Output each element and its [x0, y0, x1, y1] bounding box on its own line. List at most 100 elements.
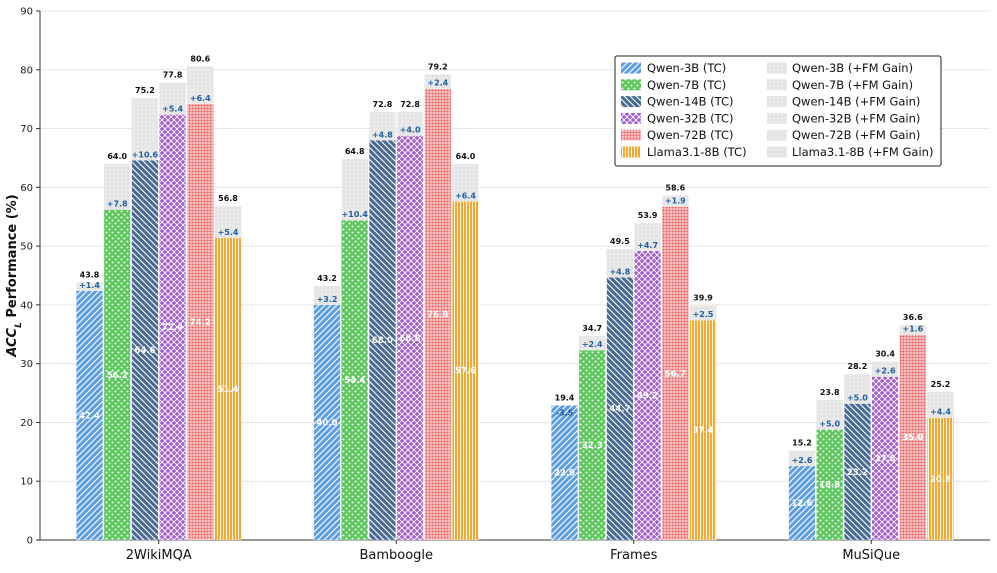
legend-swatch: [621, 62, 641, 74]
base-bar: [871, 376, 899, 541]
total-label: 64.0: [107, 152, 127, 161]
gain-label: +4.0: [400, 126, 421, 135]
legend-label: Qwen-72B (TC): [647, 128, 734, 142]
legend-swatch: [621, 112, 641, 124]
base-bar: [214, 237, 242, 541]
total-label: 64.8: [345, 147, 365, 156]
base-value-label: 40.0: [317, 418, 338, 428]
gain-label: +1.4: [79, 281, 100, 290]
gain-label: +4.7: [637, 241, 658, 250]
y-tick-label: 50: [20, 242, 33, 253]
base-bar: [634, 250, 661, 541]
y-tick-label: 0: [27, 536, 33, 547]
base-value-label: 42.4: [79, 411, 100, 421]
gain-label: +2.4: [582, 340, 603, 349]
base-bar: [76, 290, 103, 541]
base-bar: [159, 114, 187, 541]
base-bar: [424, 88, 452, 541]
legend-label: Llama3.1-8B (+FM Gain): [792, 145, 933, 159]
base-value-label: 37.4: [693, 426, 714, 436]
total-label: 39.9: [693, 293, 713, 302]
base-bar: [368, 140, 396, 541]
base-value-label: 54.4: [344, 376, 365, 386]
total-label: 25.2: [931, 380, 951, 389]
legend-swatch: [767, 62, 787, 74]
base-value-label: 23.2: [847, 468, 868, 478]
y-tick-label: 40: [20, 300, 33, 311]
base-value-label: 20.8: [930, 475, 951, 485]
legend-swatch: [767, 129, 787, 141]
total-label: 58.6: [665, 184, 685, 193]
base-bar: [606, 277, 634, 541]
base-value-label: 56.2: [107, 371, 128, 381]
y-tick-label: 60: [20, 183, 33, 194]
legend-label: Qwen-72B (+FM Gain): [792, 128, 920, 142]
gain-label: +4.4: [930, 408, 951, 417]
base-bar: [661, 206, 689, 541]
base-value-label: 18.8: [819, 481, 840, 491]
total-label: 77.8: [163, 71, 183, 80]
base-value-label: 56.7: [665, 369, 686, 379]
legend-label: Qwen-7B (+FM Gain): [792, 78, 913, 92]
legend-swatch: [621, 96, 641, 108]
gain-label: +10.6: [132, 150, 159, 159]
legend: Qwen-3B (TC) Qwen-3B (+FM Gain) Qwen-7B (T…: [614, 55, 942, 167]
base-bar: [689, 320, 717, 541]
total-label: 34.7: [582, 324, 602, 333]
gain-label: -3.5: [556, 408, 574, 417]
y-tick-label: 20: [20, 418, 33, 429]
legend-box: [614, 55, 942, 167]
base-bar: [816, 429, 844, 541]
x-tick-label: MuSiQue: [842, 548, 900, 563]
total-label: 15.2: [792, 439, 812, 448]
gain-label: +6.4: [190, 94, 211, 103]
gain-label: +6.4: [455, 191, 476, 200]
y-axis-label: ACCL Performance (%): [5, 194, 24, 357]
x-tick-label: Bamboogle: [359, 548, 433, 563]
y-tick-label: 70: [20, 124, 33, 135]
y-tick-label: 30: [20, 359, 33, 370]
total-label: 36.6: [903, 313, 923, 322]
legend-label: Qwen-7B (TC): [647, 78, 726, 92]
base-value-label: 32.3: [582, 441, 603, 451]
gain-label: +2.4: [427, 79, 448, 88]
gain-label: +1.9: [665, 197, 686, 206]
base-bar: [313, 304, 341, 541]
total-label: 53.9: [638, 211, 658, 220]
base-value-label: 72.4: [162, 323, 183, 333]
y-tick-label: 10: [20, 477, 33, 488]
base-value-label: 44.7: [609, 405, 630, 415]
legend-label: Qwen-3B (TC): [647, 61, 726, 75]
y-tick-label: 80: [20, 65, 33, 76]
base-bar: [899, 334, 927, 541]
total-label: 79.2: [428, 62, 448, 71]
gain-label: +5.0: [819, 419, 840, 428]
base-bar: [788, 465, 816, 541]
base-value-label: 57.6: [455, 367, 476, 377]
gain-label: +1.6: [902, 324, 923, 333]
base-bar: [551, 405, 578, 541]
y-tick-label: 90: [20, 7, 33, 18]
base-bar: [452, 201, 479, 541]
gain-label: +5.4: [162, 104, 183, 113]
base-value-label: 68.0: [372, 336, 393, 346]
legend-label: Qwen-3B (+FM Gain): [792, 61, 913, 75]
gain-label: +4.8: [609, 267, 630, 276]
legend-swatch: [621, 146, 641, 158]
x-tick-label: Frames: [610, 548, 658, 563]
base-value-label: 64.6: [134, 346, 155, 356]
base-value-label: 51.4: [218, 385, 239, 395]
legend-label: Llama3.1-8B (TC): [647, 145, 747, 159]
base-value-label: 49.2: [637, 391, 658, 401]
base-bar: [131, 160, 159, 541]
base-value-label: 22.9: [554, 469, 575, 479]
gain-label: +4.8: [372, 130, 393, 139]
legend-swatch: [767, 146, 787, 158]
gain-label: +5.4: [218, 228, 239, 237]
base-value-label: 12.6: [792, 499, 813, 509]
total-label: 30.4: [875, 349, 895, 358]
legend-swatch: [767, 79, 787, 91]
total-label: 23.8: [820, 388, 840, 397]
base-bar: [186, 103, 214, 541]
legend-label: Qwen-14B (+FM Gain): [792, 95, 920, 109]
